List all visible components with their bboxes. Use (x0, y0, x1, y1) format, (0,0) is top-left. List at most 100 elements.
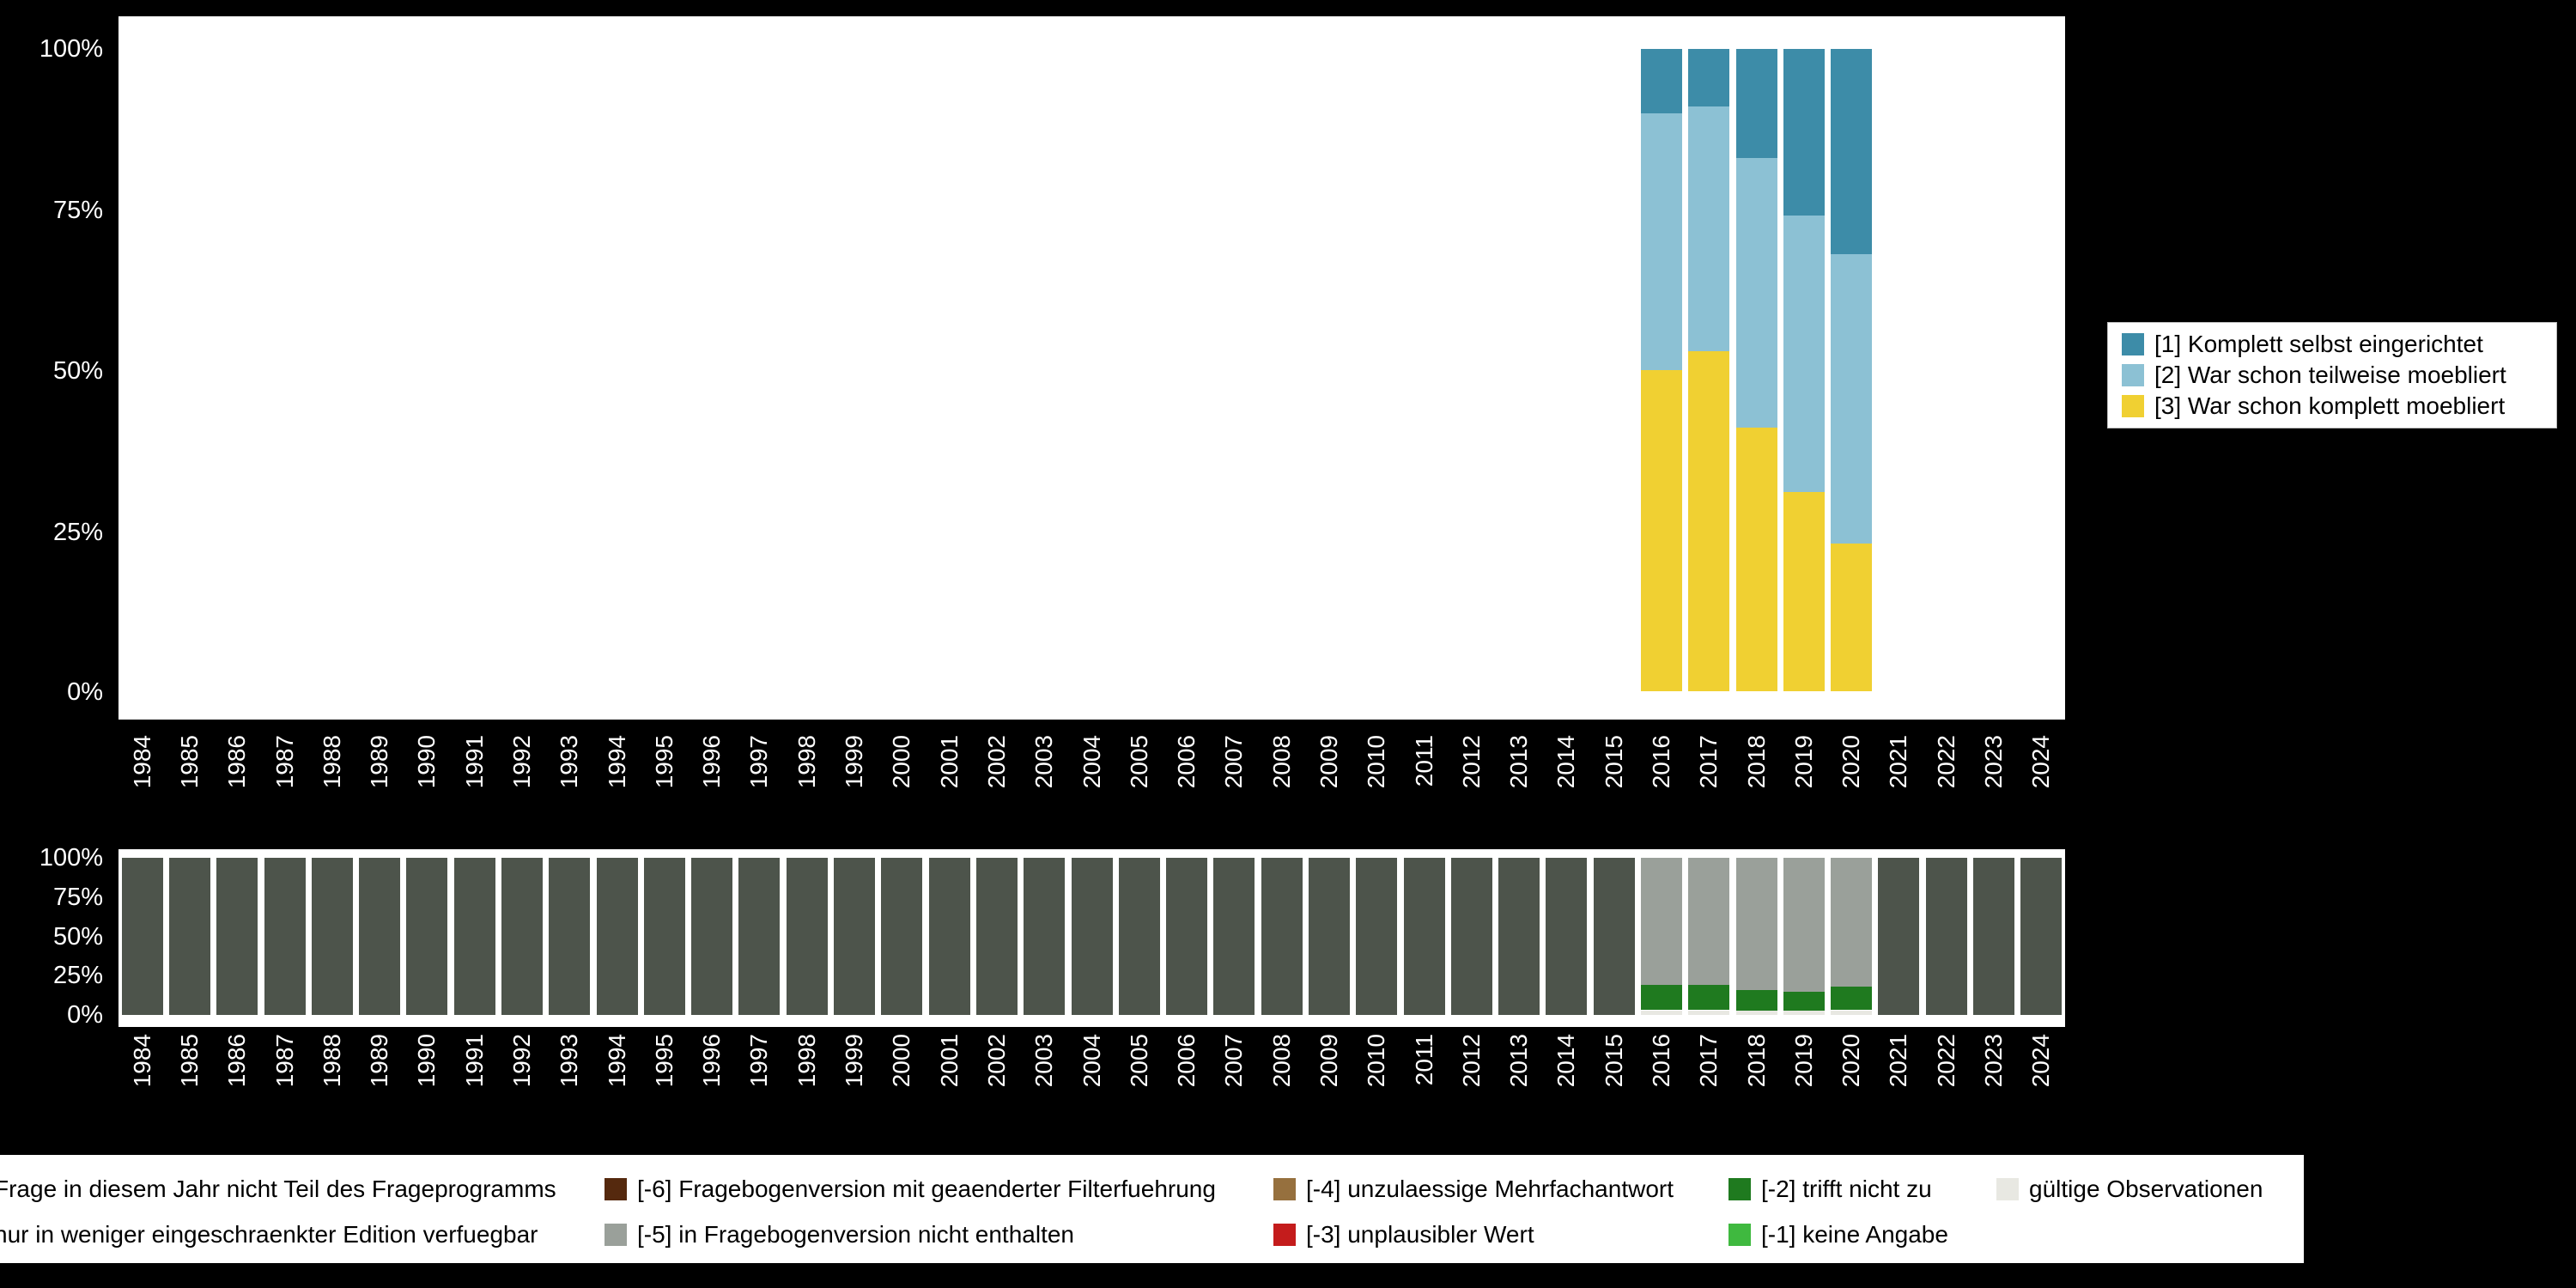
answers-x-tick-label-2013: 2013 (1505, 735, 1533, 789)
legend-swatch-icon (1273, 1224, 1296, 1246)
missings-bar-segment-2019 (1783, 858, 1825, 992)
answers-bar-segment-2016 (1641, 370, 1682, 691)
missings-x-tick-label-2017: 2017 (1695, 1034, 1722, 1088)
missings-x-tick-label-2009: 2009 (1315, 1034, 1342, 1088)
missings-x-tick-label-2023: 2023 (1980, 1034, 2008, 1088)
missings-x-tick-label-2019: 2019 (1789, 1034, 1817, 1088)
answers-bar-segment-2016 (1641, 112, 1682, 370)
missings-x-tick-label-2022: 2022 (1932, 1034, 1959, 1088)
answers-x-tick-label-1991: 1991 (460, 735, 488, 789)
missings-y-tick-label: 50% (52, 923, 103, 951)
missings-bar-segment-2017 (1688, 985, 1730, 1011)
legend-label: [-3] unplausibler Wert (1306, 1221, 1534, 1248)
missings-bar-segment-2002 (975, 858, 1018, 1015)
missings-bar-segment-2017 (1688, 858, 1730, 986)
missings-legend: Frage in diesem Jahr nicht Teil des Frag… (0, 1155, 2304, 1263)
answers-bar-segment-2019 (1783, 492, 1825, 691)
missings-bar-segment-2014 (1546, 858, 1588, 1015)
legend-label: Frage in diesem Jahr nicht Teil des Frag… (0, 1176, 556, 1202)
answers-x-tick-label-2024: 2024 (2027, 735, 2055, 789)
missings-bar-segment-1989 (359, 858, 401, 1015)
legend-swatch-icon (605, 1224, 627, 1246)
answers-x-tick-label-2017: 2017 (1695, 735, 1722, 789)
missings-bar-segment-2003 (1024, 858, 1066, 1015)
answers-x-tick-label-2005: 2005 (1125, 735, 1152, 789)
answers-bar-segment-2017 (1688, 106, 1730, 351)
answers-x-tick-label-2020: 2020 (1838, 735, 1865, 789)
missings-x-tick-label-2006: 2006 (1173, 1034, 1200, 1088)
answers-y-tick-label: 100% (39, 35, 103, 63)
missings-x-tick-label-1992: 1992 (507, 1034, 535, 1088)
missings-x-tick-label-2004: 2004 (1078, 1034, 1105, 1088)
answers-x-tick-label-1984: 1984 (128, 735, 155, 789)
missings-x-tick-label-2001: 2001 (935, 1034, 963, 1088)
missings-y-tick-label: 100% (39, 844, 103, 872)
missings-x-tick-label-2011: 2011 (1410, 1034, 1437, 1086)
missings-x-tick-label-1988: 1988 (318, 1034, 345, 1088)
missings-bar-segment-1987 (264, 858, 306, 1015)
missings-bar-segment-2012 (1450, 858, 1492, 1015)
legend-item: [3] War schon komplett moebliert (2122, 392, 2556, 420)
legend-item: [1] Komplett selbst eingerichtet (2122, 331, 2556, 358)
answers-x-tick-label-2002: 2002 (982, 735, 1010, 789)
answers-x-tick-label-2012: 2012 (1457, 735, 1485, 789)
answers-bar-segment-2020 (1831, 543, 1873, 691)
missings-bar-segment-1998 (786, 858, 828, 1015)
legend-label: [-1] keine Angabe (1761, 1221, 1948, 1248)
answers-bar-segment-2019 (1783, 49, 1825, 216)
answers-x-tick-label-2018: 2018 (1742, 735, 1770, 789)
missings-x-tick-label-2008: 2008 (1267, 1034, 1295, 1088)
missings-x-tick-label-1996: 1996 (698, 1034, 726, 1088)
answers-x-tick-label-2006: 2006 (1173, 735, 1200, 789)
missings-x-tick-label-2003: 2003 (1030, 1034, 1058, 1088)
missing-legend-item: [-4] unzulaessige Mehrfachantwort (1273, 1176, 1674, 1202)
answers-x-tick-label-1987: 1987 (270, 735, 298, 789)
missings-x-tick-label-1999: 1999 (841, 1034, 868, 1088)
answers-x-tick-label-2009: 2009 (1315, 735, 1342, 789)
missings-x-tick-label-1987: 1987 (270, 1034, 298, 1088)
answers-bar-segment-2020 (1831, 49, 1873, 255)
answers-y-tick-label: 0% (67, 678, 103, 706)
legend-swatch-icon (2122, 395, 2144, 417)
legend-label: [3] War schon komplett moebliert (2154, 392, 2506, 419)
missings-bar-segment-1986 (216, 858, 258, 1015)
answers-y-tick-label: 25% (52, 519, 103, 546)
legend-label: nur in weniger eingeschraenkter Edition … (0, 1221, 538, 1248)
missing-legend-item: nur in weniger eingeschraenkter Edition … (0, 1221, 538, 1248)
missings-x-tick-label-2002: 2002 (982, 1034, 1010, 1088)
missings-bar-segment-2018 (1735, 858, 1777, 990)
missings-bar-segment-2001 (928, 858, 970, 1015)
missings-x-tick-label-2018: 2018 (1742, 1034, 1770, 1088)
missings-bar-segment-2018 (1735, 1010, 1777, 1015)
missings-bar-segment-1990 (406, 858, 448, 1015)
legend-swatch-icon (1996, 1178, 2019, 1200)
missings-x-tick-label-2015: 2015 (1600, 1034, 1627, 1088)
answers-x-tick-label-2014: 2014 (1552, 735, 1580, 789)
answers-bar-segment-2018 (1735, 49, 1777, 159)
missing-legend-item: [-6] Fragebogenversion mit geaenderter F… (605, 1176, 1216, 1202)
answers-bar-segment-2017 (1688, 350, 1730, 691)
missings-x-tick-label-2005: 2005 (1125, 1034, 1152, 1088)
legend-label: [-2] trifft nicht zu (1761, 1176, 1932, 1202)
answers-x-tick-label-1988: 1988 (318, 735, 345, 789)
answers-bar-segment-2020 (1831, 254, 1873, 544)
missings-bar-segment-2016 (1641, 1010, 1682, 1015)
missings-bar-segment-2019 (1783, 991, 1825, 1011)
legend-swatch-icon (1728, 1178, 1751, 1200)
answers-x-tick-label-1996: 1996 (698, 735, 726, 789)
missings-y-tick-label: 25% (52, 962, 103, 989)
answers-x-tick-label-1994: 1994 (603, 735, 630, 789)
missings-x-tick-label-1984: 1984 (128, 1034, 155, 1088)
missings-x-tick-label-2012: 2012 (1457, 1034, 1485, 1088)
missings-bar-segment-2008 (1261, 858, 1303, 1015)
missings-x-tick-label-2013: 2013 (1505, 1034, 1533, 1088)
answers-x-tick-label-2010: 2010 (1363, 735, 1390, 789)
missings-bar-segment-2005 (1118, 858, 1160, 1015)
missings-bar-segment-1988 (311, 858, 353, 1015)
legend-swatch-icon (2122, 333, 2144, 355)
answers-legend: [1] Komplett selbst eingerichtet [2] War … (2107, 322, 2557, 428)
answers-x-tick-label-2003: 2003 (1030, 735, 1058, 789)
missings-bar-segment-2023 (1973, 858, 2015, 1015)
answers-x-tick-label-2008: 2008 (1267, 735, 1295, 789)
